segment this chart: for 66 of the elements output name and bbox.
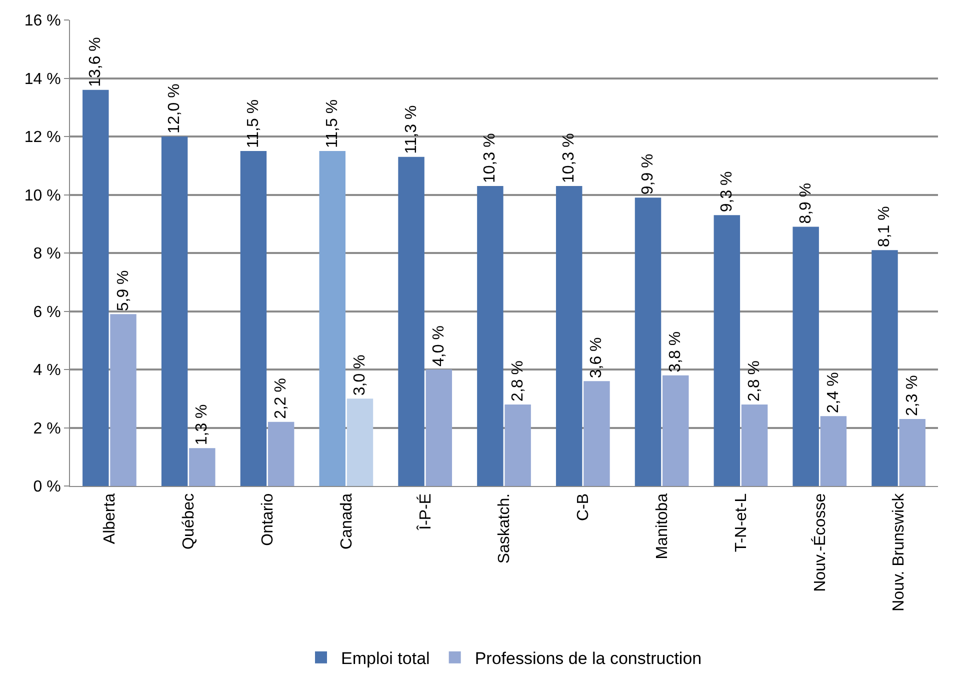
x-tick-label: Québec [180,493,198,550]
data-label: 9,9 % [640,154,657,195]
data-label: 2,4 % [824,372,842,414]
bar [899,419,926,486]
data-label: 8,1 % [876,206,894,248]
y-tick-label: 12 % [24,129,61,146]
x-tick-label: Manitoba [654,493,672,560]
bar [161,136,188,486]
data-label: 4,0 % [430,326,448,366]
bar [872,250,898,486]
bar [240,151,267,486]
x-tick-label: Î-P-É [416,493,434,531]
bar [634,198,662,486]
data-label: 10,3 % [560,133,578,184]
bar [662,375,689,486]
bar [820,416,847,486]
bar [477,186,504,486]
bar [268,422,294,486]
data-label: 2,2 % [272,378,290,419]
bar [556,186,582,486]
data-label: 11,5 % [324,99,341,148]
x-tick-label: Alberta [102,493,119,544]
data-label: 8,9 % [797,182,814,224]
y-tick-label: 10 % [24,187,61,204]
data-label: 3,8 % [667,331,684,372]
y-tick-label: 4 % [33,362,61,380]
data-label: 5,9 % [114,270,132,312]
data-label: 11,3 % [402,105,420,154]
legend-label: Professions de la construction [474,648,702,668]
data-label: 3,0 % [351,354,368,396]
legend-label: Emploi total [341,648,430,668]
x-tick-label: C-B [575,493,592,521]
y-tick-label: 2 % [33,420,61,438]
bar [741,404,768,486]
y-tick-label: 14 % [24,70,61,88]
bar [82,90,109,486]
data-label: 13,6 % [87,37,104,87]
data-label: 1,3 % [194,404,211,446]
y-tick-label: 8 % [33,246,61,263]
bar [792,226,819,486]
x-tick-label: T-N-et-L [732,493,750,552]
data-label: 10,3 % [482,133,499,184]
bar [584,381,610,486]
bar [714,215,740,486]
bar [426,370,452,486]
bar [504,404,531,486]
y-tick-label: 0 % [33,478,61,496]
bar [110,314,136,486]
y-tick-label: 16 % [24,12,61,30]
x-tick-label: Nouv.-Écosse [810,493,829,592]
x-tick-label: Saskatch. [496,493,514,564]
bar [319,151,346,486]
data-label: 12,0 % [166,84,184,134]
bar [189,448,216,486]
data-label: 2,8 % [746,360,764,402]
data-label: 3,6 % [588,337,606,378]
data-label: 11,5 % [244,99,262,148]
bar [398,156,424,486]
x-tick-label: Nouv. Brunswick [890,492,908,612]
x-tick-label: Canada [338,493,356,550]
y-tick-label: 6 % [33,304,61,321]
data-label: 2,3 % [904,375,921,416]
x-tick-label: Ontario [259,493,276,546]
data-label: 2,8 % [509,360,526,402]
data-label: 9,3 % [718,171,736,212]
bar [346,398,374,486]
